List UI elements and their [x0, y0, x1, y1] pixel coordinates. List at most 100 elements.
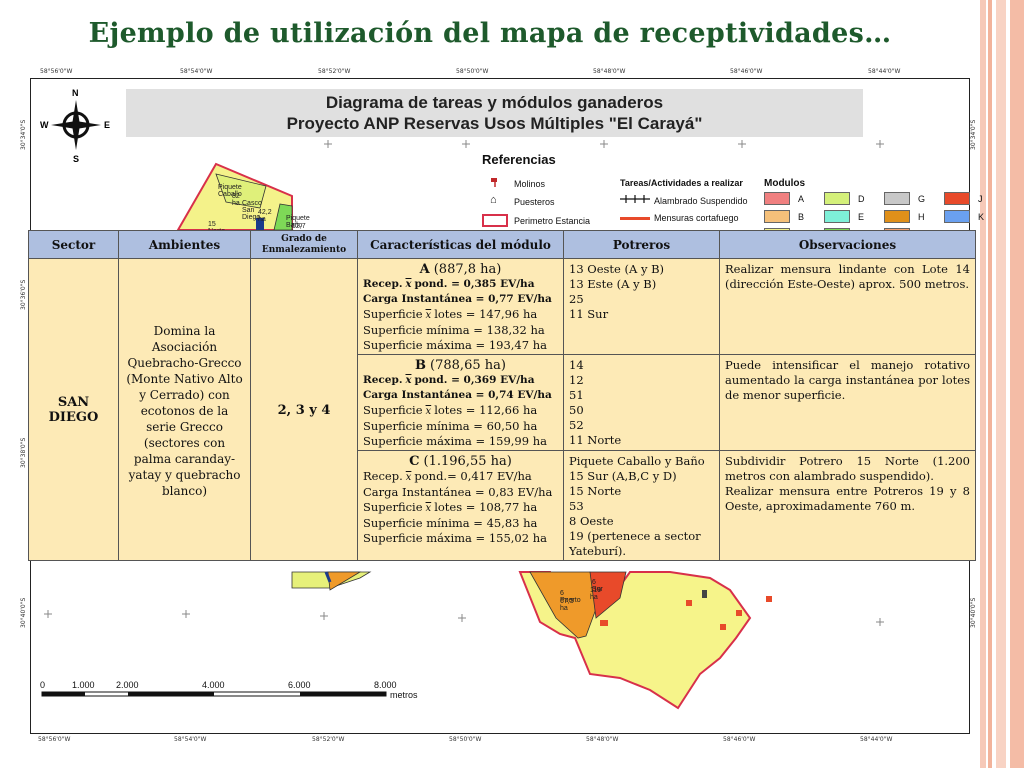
scale-unit: metros	[390, 690, 418, 700]
recep-value: pond. = 0,385 EV/ha	[414, 278, 535, 290]
modulo-swatch	[824, 192, 850, 205]
module-sup-lotes: Superficie x lotes = 108,77 ha	[363, 500, 558, 516]
header-observaciones: Observaciones	[719, 230, 976, 259]
module-recep: Recep. x pond. = 0,369 EV/ha	[363, 373, 558, 388]
sup-lotes-value: lotes = 147,96 ha	[434, 307, 538, 321]
potrero-item: 15 Sur (A,B,C y D)	[569, 469, 677, 483]
modulo-code: A	[798, 194, 805, 204]
cell-ambientes: Domina la Asociación Quebracho-Grecco (M…	[118, 258, 251, 561]
coord-label: 58°52'0"W	[312, 736, 345, 743]
cell-grado: 2, 3 y 4	[250, 258, 358, 561]
sup-prefix: Superficie	[363, 500, 423, 514]
potrero-item: 14	[569, 358, 584, 372]
banner-line-2: Proyecto ANP Reservas Usos Múltiples "El…	[286, 114, 703, 133]
label-6-sur-ha: 119 ha	[590, 587, 602, 601]
coord-label: 30°34'0"S	[970, 119, 977, 150]
scale-tick: 4.000	[202, 680, 225, 690]
cell-potreros: 13 Oeste (A y B) 13 Este (A y B) 25 11 Sur	[563, 258, 720, 355]
map-banner: Diagrama de tareas y módulos ganaderos P…	[126, 89, 863, 137]
coord-label: 58°48'0"W	[593, 68, 626, 75]
scale-tick: 6.000	[288, 680, 311, 690]
potrero-item: 53	[569, 499, 584, 513]
modulo-swatch	[764, 210, 790, 223]
label-piquete-caballo-ha: 82 ha	[232, 193, 240, 207]
potrero-item: 11 Sur	[569, 307, 609, 321]
legend-mensuras: Mensuras cortafuego	[654, 213, 739, 223]
scale-tick: 0	[40, 680, 46, 690]
potrero-item: 51	[569, 388, 584, 402]
recep-value: pond.= 0,417 EV/ha	[414, 469, 532, 483]
recep-prefix: Recep.	[363, 374, 403, 386]
label-piquete-caballo: Piquete Caballo	[218, 184, 242, 198]
coord-label: 58°52'0"W	[318, 68, 351, 75]
label-6-puerto: 6 Puerto	[560, 590, 581, 604]
coord-label: 58°56'0"W	[38, 736, 71, 743]
label-6-puerto-ha: 67,3 ha	[560, 598, 574, 612]
potrero-item: 13 Oeste (A y B)	[569, 262, 665, 276]
table-header-row: Sector Ambientes Grado de Enmalezamiento…	[28, 230, 976, 259]
map-drawing	[44, 140, 884, 710]
modules-table: Sector Ambientes Grado de Enmalezamiento…	[28, 230, 976, 561]
observacion-text: Puede intensificar el manejo rotativo au…	[725, 358, 970, 402]
modulo-swatch	[944, 210, 970, 223]
module-area: (1.196,55 ha)	[423, 454, 512, 469]
border-stripe-4	[1010, 0, 1024, 768]
scale-tick: 2.000	[116, 680, 139, 690]
module-recep: Recep. x pond. = 0,385 EV/ha	[363, 277, 558, 292]
legend-alambrado: Alambrado Suspendido	[654, 196, 748, 206]
scale-bar: 0 1.000 2.000 4.000 6.000 8.000 metros	[38, 680, 418, 702]
legend-molinos: Molinos	[514, 179, 546, 189]
house-icon: ⌂	[490, 194, 497, 206]
cell-observaciones: Puede intensificar el manejo rotativo au…	[719, 354, 976, 451]
coord-label: 58°44'0"W	[860, 736, 893, 743]
module-sup-lotes: Superficie x lotes = 112,66 ha	[363, 403, 558, 419]
legend-tareas-heading: Tareas/Actividades a realizar	[620, 178, 743, 188]
perimeter-swatch	[482, 214, 508, 227]
recep-prefix: Recep.	[363, 469, 403, 483]
table-row: C (1.196,55 ha) Recep. x pond.= 0,417 EV/ha C…	[29, 450, 976, 561]
coord-label: 58°54'0"W	[180, 68, 213, 75]
compass-s: S	[73, 154, 79, 164]
compass-n: N	[72, 88, 79, 98]
border-stripe-3	[996, 0, 1006, 768]
modulo-code: J	[978, 194, 983, 204]
potrero-item: 12	[569, 373, 584, 387]
coord-label: 58°46'0"W	[723, 736, 756, 743]
modulo-swatch	[764, 192, 790, 205]
header-caracteristicas: Características del módulo	[357, 230, 564, 259]
header-sector: Sector	[28, 230, 119, 259]
potrero-item: 15 Norte	[569, 484, 622, 498]
border-stripe-1	[980, 0, 986, 768]
coord-label: 58°48'0"W	[586, 736, 619, 743]
cell-caracteristicas: A (887,8 ha) Recep. x pond. = 0,385 EV/ha Car…	[357, 258, 564, 355]
coord-label: 58°46'0"W	[730, 68, 763, 75]
potrero-item: Piquete Caballo y Baño	[569, 454, 705, 468]
cell-caracteristicas: C (1.196,55 ha) Recep. x pond.= 0,417 EV/ha C…	[357, 450, 564, 561]
cell-sector: SAN DIEGO	[28, 258, 119, 561]
label-6-sur: 6 Sur	[592, 579, 603, 593]
potrero-item: 25	[569, 292, 584, 306]
potrero-item: 13 Este (A y B)	[569, 277, 657, 291]
x-bar-symbol: x	[425, 310, 432, 321]
x-bar-symbol: x	[405, 375, 412, 386]
coord-label: 58°50'0"W	[456, 68, 489, 75]
legend-puesteros: Puesteros	[514, 197, 555, 207]
observacion-text: Realizar mensura entre Potreros 19 y 8 O…	[725, 484, 970, 513]
sup-prefix: Superficie	[363, 403, 423, 417]
module-sup-lotes: Superficie x lotes = 147,96 ha	[363, 307, 558, 323]
potrero-item: 50	[569, 403, 584, 417]
compass-e: E	[104, 120, 110, 130]
module-name: C	[409, 454, 420, 469]
modulo-code: E	[858, 212, 865, 222]
module-sup-min: Superficie mínima = 138,32 ha	[363, 323, 545, 337]
module-area: (788,65 ha)	[430, 358, 506, 373]
coord-label: 58°44'0"W	[868, 68, 901, 75]
potrero-item: 52	[569, 418, 584, 432]
coord-label: 30°34'0"S	[20, 119, 27, 150]
legend-modulos-heading: Modulos	[764, 178, 806, 189]
modules-table-wrap: Sector Ambientes Grado de Enmalezamiento…	[28, 230, 976, 572]
legend-heading: Referencias	[482, 152, 556, 167]
module-sup-max: Superficie máxima = 159,99 ha	[363, 434, 547, 448]
header-grado: Grado de Enmalezamiento	[250, 230, 358, 259]
sup-lotes-value: lotes = 112,66 ha	[434, 403, 538, 417]
